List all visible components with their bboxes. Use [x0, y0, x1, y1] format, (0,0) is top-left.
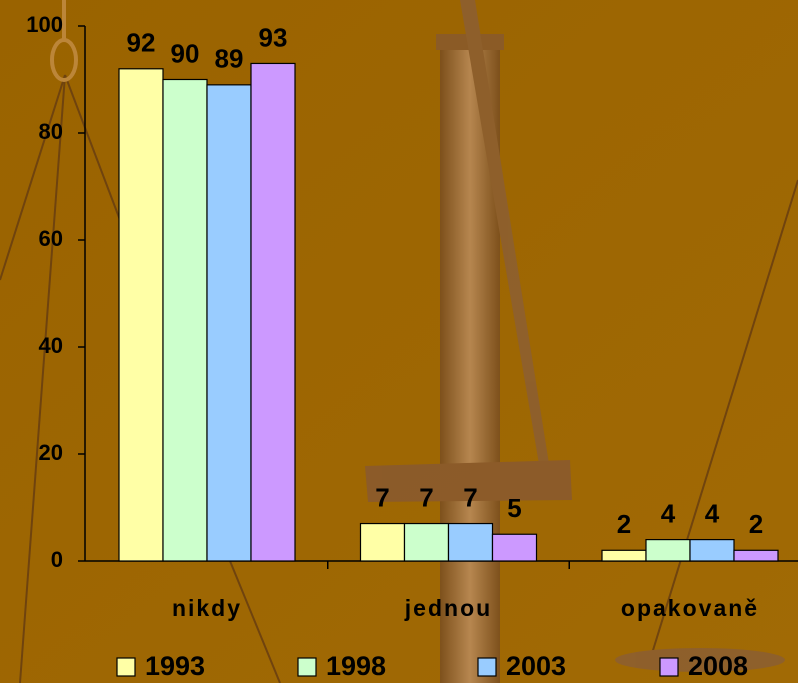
bar [733, 549, 779, 562]
data-label: 90 [171, 38, 200, 68]
data-label: 2 [749, 509, 763, 539]
bar [162, 78, 208, 562]
legend-swatch [116, 657, 136, 677]
x-tick-label: opakovaně [621, 595, 759, 621]
y-tick-label: 0 [51, 547, 63, 572]
bar [689, 538, 735, 562]
data-label: 2 [617, 509, 631, 539]
data-label: 4 [705, 498, 720, 528]
legend-swatch [297, 657, 317, 677]
legend-label: 1993 [145, 651, 205, 681]
bar [447, 522, 494, 562]
y-tick-label: 40 [39, 333, 63, 358]
data-label: 89 [215, 44, 244, 74]
bar [491, 533, 538, 562]
bar [206, 84, 252, 562]
y-tick-label: 60 [39, 226, 63, 251]
bar [645, 538, 691, 562]
data-label: 7 [463, 482, 477, 512]
bar [359, 522, 406, 562]
bar [118, 68, 164, 562]
legend-label: 1998 [326, 651, 386, 681]
bar [250, 62, 296, 562]
data-label: 7 [419, 482, 433, 512]
legend-label: 2008 [688, 651, 748, 681]
data-label: 7 [375, 482, 389, 512]
data-label: 93 [259, 22, 288, 52]
data-label: 4 [661, 498, 676, 528]
legend-swatch [659, 657, 679, 677]
legend-swatch [477, 657, 497, 677]
bar [601, 549, 647, 562]
data-label: 5 [507, 493, 521, 523]
legend-label: 2003 [506, 651, 566, 681]
y-tick-label: 80 [39, 119, 63, 144]
x-tick-label: nikdy [172, 595, 242, 621]
data-label: 92 [127, 28, 156, 58]
x-tick-label: jednou [404, 595, 492, 621]
bar [403, 522, 450, 562]
y-tick-label: 100 [26, 12, 63, 37]
y-tick-label: 20 [39, 440, 63, 465]
